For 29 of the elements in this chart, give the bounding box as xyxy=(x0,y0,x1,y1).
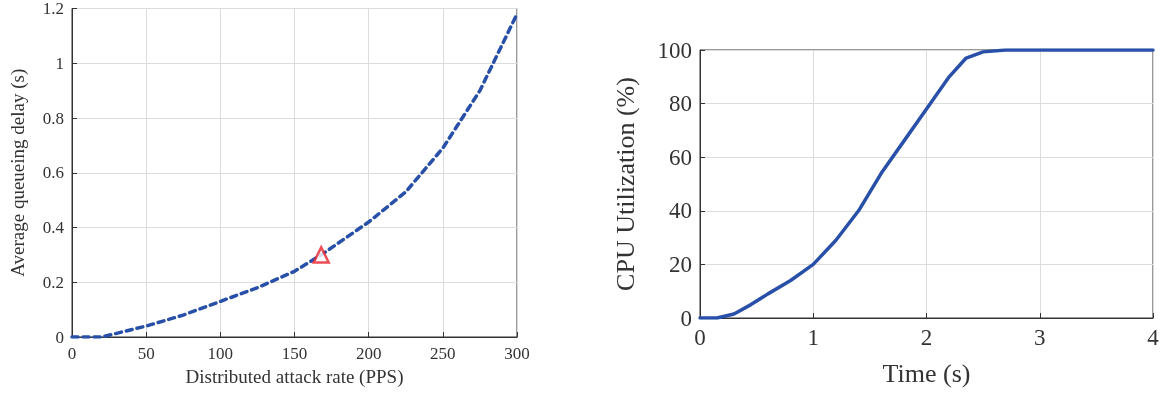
y-tick-label: 1 xyxy=(55,53,64,73)
x-tick-label: 200 xyxy=(355,344,382,363)
x-tick-label: 0 xyxy=(67,344,77,363)
line-series xyxy=(70,12,519,339)
y-axis-title: Average queueing delay (s) xyxy=(7,68,29,277)
y-tick-label: 0.6 xyxy=(42,163,64,183)
y-tick-label: 1.2 xyxy=(42,0,64,18)
line-series xyxy=(698,48,1155,320)
y-tick-label: 80 xyxy=(669,91,692,117)
x-tick-label: 250 xyxy=(430,344,456,363)
x-tick-label: 2 xyxy=(920,325,933,350)
x-axis-title: Distributed attack rate (PPS) xyxy=(185,366,404,388)
x-tick-label: 100 xyxy=(207,344,234,363)
x-tick-label: 300 xyxy=(504,344,530,363)
x-tick-label: 1 xyxy=(807,325,819,350)
x-tick-label: 3 xyxy=(1034,325,1046,350)
y-tick-label: 0.8 xyxy=(42,108,64,128)
y-axis-title: CPU Utilization (%) xyxy=(610,77,640,291)
y-tick-label: 60 xyxy=(669,144,692,170)
y-tick-label: 0.4 xyxy=(42,218,65,237)
y-tick-label: 100 xyxy=(657,37,692,63)
y-tick-label: 0.2 xyxy=(42,272,64,292)
y-tick-label: 0 xyxy=(680,305,692,331)
y-tick-label: 40 xyxy=(669,198,692,224)
x-tick-label: 4 xyxy=(1147,325,1160,350)
x-tick-label: 150 xyxy=(281,344,308,363)
x-tick-label: 50 xyxy=(137,344,155,363)
y-tick-label: 20 xyxy=(669,251,692,277)
x-axis-title: Time (s) xyxy=(882,358,971,388)
